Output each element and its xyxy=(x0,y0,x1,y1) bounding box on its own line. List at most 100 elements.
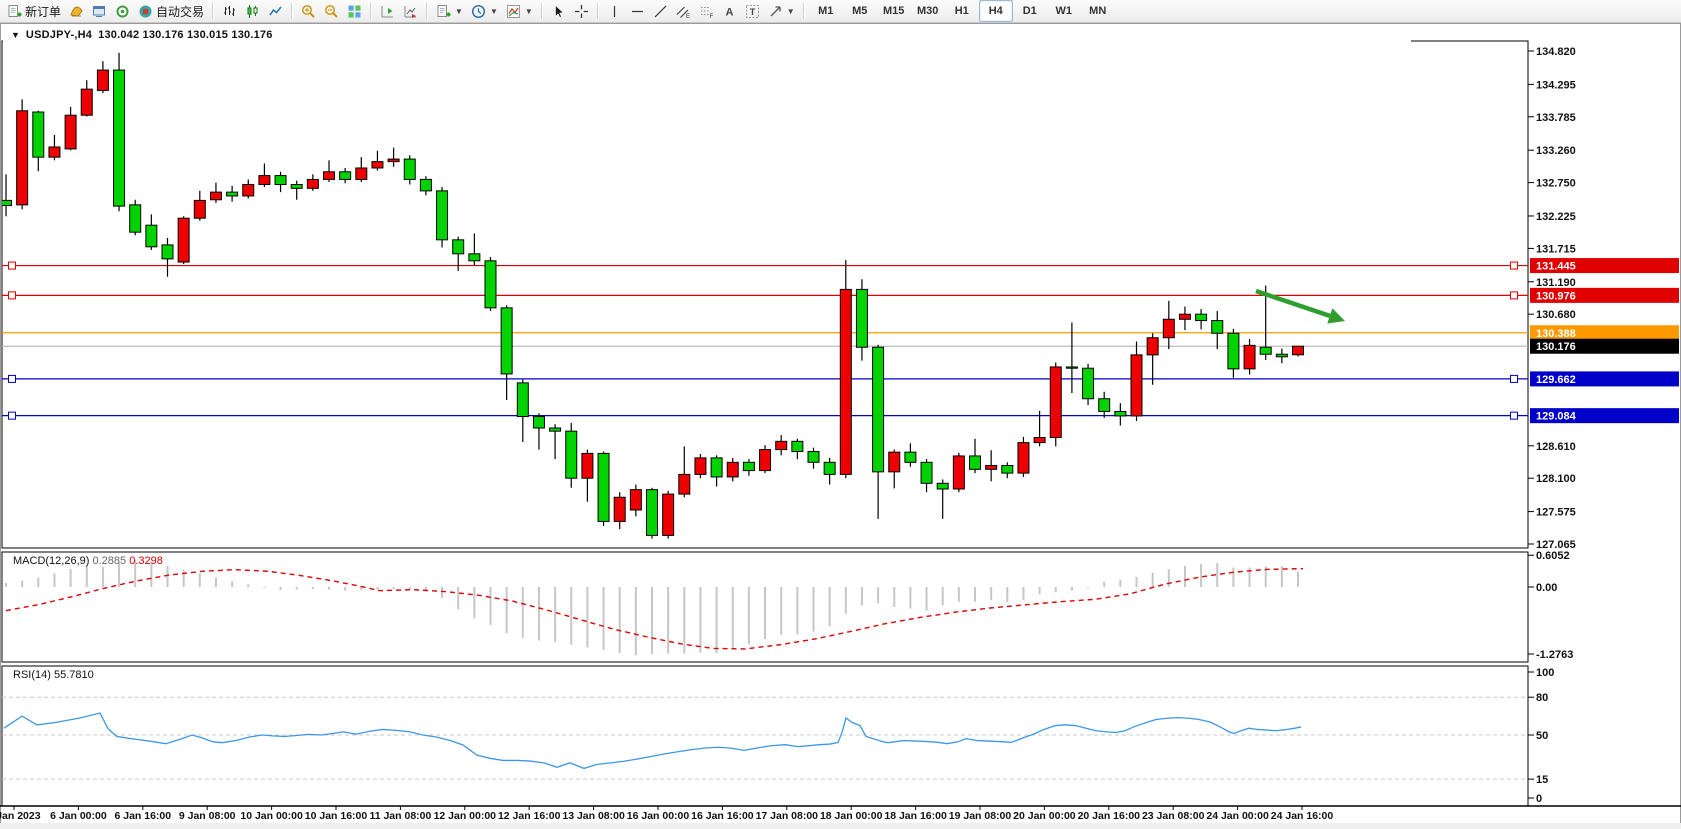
chevron-down-icon[interactable]: ▼ xyxy=(455,6,463,16)
indicators-menu[interactable]: ▼ xyxy=(502,0,537,22)
candle xyxy=(1243,338,1256,375)
tile-windows-button[interactable] xyxy=(343,0,366,22)
candle xyxy=(242,179,255,199)
quotes-button[interactable] xyxy=(111,0,134,22)
time-axis-label: 13 Jan 08:00 xyxy=(562,810,625,822)
auto-trading-button[interactable]: 自动交易 xyxy=(134,0,208,22)
text-tool[interactable]: A xyxy=(718,0,741,22)
timeframe-m5[interactable]: M5 xyxy=(852,5,868,17)
shapes-menu[interactable]: ▼ xyxy=(764,0,799,22)
textA-icon: A xyxy=(722,4,737,19)
chart-title-bar: ▼ USDJPY-,H4 130.042 130.176 130.015 130… xyxy=(3,27,1411,42)
time-axis-label: 18 Jan 16:00 xyxy=(884,810,947,822)
zoom-in-icon xyxy=(301,4,316,19)
price-tick-label: 134.295 xyxy=(1536,79,1576,91)
arrow-annotation[interactable] xyxy=(1255,288,1331,319)
new-order-menu[interactable]: ▼ xyxy=(432,0,467,22)
arrow-annotation-head[interactable] xyxy=(1327,308,1345,324)
chart-shift-button[interactable] xyxy=(376,0,399,22)
hline-handle[interactable] xyxy=(8,261,16,270)
timeframe-d1[interactable]: D1 xyxy=(1022,5,1037,17)
toolbar-group xyxy=(547,0,593,22)
channel-tool[interactable]: E xyxy=(672,0,695,22)
profiles-button[interactable] xyxy=(88,0,111,22)
rsi-pane[interactable] xyxy=(1,665,1529,807)
candle xyxy=(549,424,562,460)
main-plot xyxy=(2,52,1528,539)
candle xyxy=(1292,345,1304,357)
toolbar-group: E F A T ▼ xyxy=(603,0,799,22)
candle xyxy=(742,459,755,476)
candle xyxy=(129,199,142,236)
price-tick-label: 131.190 xyxy=(1536,277,1576,289)
timeframe-m15[interactable]: M15 xyxy=(883,5,905,17)
candle xyxy=(872,344,885,519)
chart-candles-button[interactable] xyxy=(241,0,264,22)
trend-icon xyxy=(653,4,668,19)
timeframe-m1[interactable]: M1 xyxy=(818,5,834,17)
hline-handle[interactable] xyxy=(1510,374,1518,383)
trendline-tool[interactable] xyxy=(649,0,672,22)
candle xyxy=(516,379,529,442)
candle xyxy=(532,413,545,450)
candle xyxy=(161,237,174,277)
candle xyxy=(1114,403,1127,426)
candle xyxy=(48,134,61,161)
profiles-icon xyxy=(92,4,107,19)
zoom-in-button[interactable] xyxy=(297,0,320,22)
crosshair-tool[interactable] xyxy=(570,0,593,22)
time-axis-label: 24 Jan 00:00 xyxy=(1206,810,1269,822)
chevron-down-icon[interactable]: ▼ xyxy=(489,6,498,16)
price-label-box xyxy=(1530,287,1679,303)
cursor-tool[interactable] xyxy=(547,0,570,22)
candle xyxy=(1098,391,1111,418)
indicators-icon xyxy=(506,4,521,19)
price-tick-label: 127.575 xyxy=(1536,507,1576,519)
rsi-tick-label: 100 xyxy=(1536,667,1554,679)
period-menu[interactable]: ▼ xyxy=(467,0,502,22)
vertical-line-tool[interactable] xyxy=(603,0,626,22)
hline-handle[interactable] xyxy=(1510,411,1518,420)
hline-handle[interactable] xyxy=(8,411,16,420)
hline-handle[interactable] xyxy=(1510,261,1518,270)
new-chart-button[interactable] xyxy=(65,0,88,22)
fibonacci-tool[interactable]: F xyxy=(695,0,718,22)
chevron-down-icon[interactable]: ▼ xyxy=(786,6,795,16)
chart-line-button[interactable] xyxy=(264,0,287,22)
candle xyxy=(888,449,901,489)
candle xyxy=(355,157,368,182)
candle xyxy=(209,182,222,203)
price-label-box xyxy=(1530,325,1679,341)
timeframe-h1[interactable]: H1 xyxy=(954,5,969,17)
hline-handle[interactable] xyxy=(1510,291,1518,300)
chart-bars-button[interactable] xyxy=(218,0,241,22)
candle xyxy=(371,150,384,171)
svg-text:T: T xyxy=(750,7,756,17)
autoscroll-icon xyxy=(403,4,418,19)
new-order-button[interactable]: 新订单 xyxy=(3,0,65,22)
timeframe-mn[interactable]: MN xyxy=(1089,5,1107,17)
timeframe-m30[interactable]: M30 xyxy=(917,5,939,17)
hline-handle[interactable] xyxy=(8,291,16,300)
collapse-icon[interactable]: ▼ xyxy=(11,29,20,40)
auto-scroll-button[interactable] xyxy=(399,0,422,22)
candle xyxy=(1017,436,1030,477)
candle xyxy=(775,434,788,456)
chevron-down-icon[interactable]: ▼ xyxy=(524,6,533,16)
candle xyxy=(807,447,820,469)
horizontal-line-tool[interactable] xyxy=(626,0,649,22)
timeframe-group: M1 M5 M15 M30 H1 H4 D1 W1 MN xyxy=(809,0,1115,22)
time-axis-label: 11 Jan 08:00 xyxy=(369,810,431,822)
label-tool[interactable]: T xyxy=(741,0,764,22)
candle xyxy=(1082,363,1095,406)
auto-trading-button-label: 自动交易 xyxy=(156,4,205,19)
candle xyxy=(855,279,868,361)
macd-main-value: 0.2885 xyxy=(92,555,127,567)
candle xyxy=(177,216,190,264)
timeframe-h4[interactable]: H4 xyxy=(978,0,1013,22)
hline-handle[interactable] xyxy=(8,374,16,383)
price-label-text: 129.662 xyxy=(1536,374,1576,386)
timeframe-w1[interactable]: W1 xyxy=(1055,5,1072,17)
zoom-out-button[interactable] xyxy=(320,0,343,22)
